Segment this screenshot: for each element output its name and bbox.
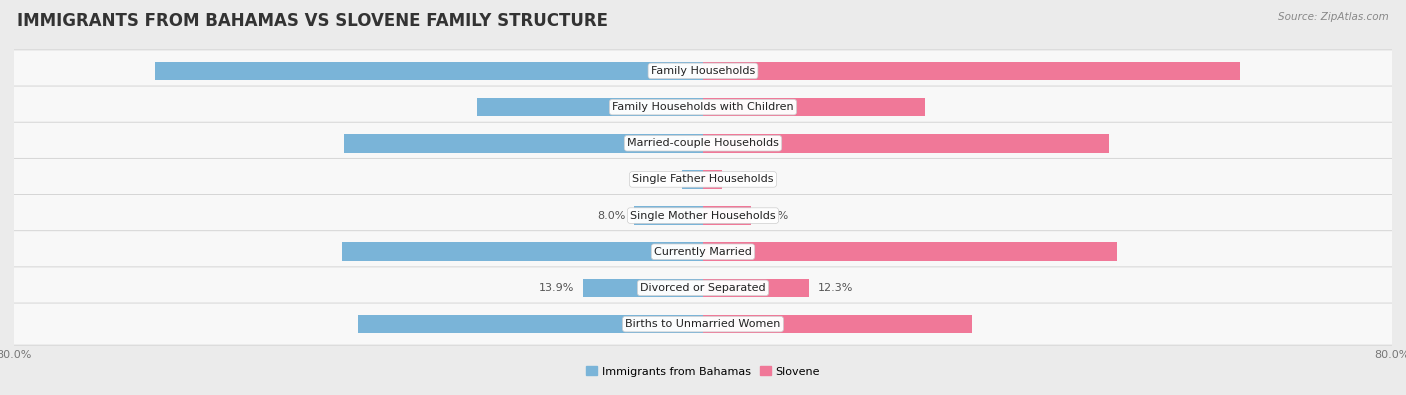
Bar — [703, 62, 1240, 80]
Text: 31.2%: 31.2% — [681, 319, 716, 329]
Text: 62.4%: 62.4% — [681, 66, 716, 76]
Text: 13.9%: 13.9% — [540, 283, 575, 293]
Bar — [703, 278, 808, 297]
Text: 40.1%: 40.1% — [690, 319, 725, 329]
Bar — [703, 98, 925, 117]
Text: 48.1%: 48.1% — [681, 247, 716, 257]
Bar — [703, 206, 751, 225]
FancyBboxPatch shape — [10, 231, 1396, 273]
Text: Source: ZipAtlas.com: Source: ZipAtlas.com — [1278, 12, 1389, 22]
Text: Married-couple Households: Married-couple Households — [627, 138, 779, 148]
Text: 41.9%: 41.9% — [690, 247, 725, 257]
Text: Births to Unmarried Women: Births to Unmarried Women — [626, 319, 780, 329]
Bar — [155, 62, 703, 80]
Text: 25.8%: 25.8% — [681, 102, 716, 112]
Text: Divorced or Separated: Divorced or Separated — [640, 283, 766, 293]
Text: Currently Married: Currently Married — [654, 247, 752, 257]
Bar — [342, 243, 703, 261]
Text: 12.3%: 12.3% — [817, 283, 853, 293]
Text: 47.1%: 47.1% — [681, 138, 716, 148]
Text: IMMIGRANTS FROM BAHAMAS VS SLOVENE FAMILY STRUCTURE: IMMIGRANTS FROM BAHAMAS VS SLOVENE FAMIL… — [17, 12, 607, 30]
Text: 26.3%: 26.3% — [690, 102, 725, 112]
Text: 41.7%: 41.7% — [690, 138, 725, 148]
FancyBboxPatch shape — [10, 158, 1396, 200]
Bar — [703, 134, 1108, 152]
FancyBboxPatch shape — [10, 86, 1396, 128]
FancyBboxPatch shape — [10, 195, 1396, 237]
Bar — [703, 315, 972, 333]
Text: Single Father Households: Single Father Households — [633, 175, 773, 184]
Bar — [344, 134, 703, 152]
Text: 5.6%: 5.6% — [759, 211, 789, 220]
Legend: Immigrants from Bahamas, Slovene: Immigrants from Bahamas, Slovene — [582, 362, 824, 381]
Text: 63.6%: 63.6% — [690, 66, 725, 76]
Text: Family Households: Family Households — [651, 66, 755, 76]
Text: 8.0%: 8.0% — [598, 211, 626, 220]
Text: 2.2%: 2.2% — [731, 175, 759, 184]
Text: Single Mother Households: Single Mother Households — [630, 211, 776, 220]
FancyBboxPatch shape — [10, 122, 1396, 164]
Bar — [682, 170, 703, 189]
FancyBboxPatch shape — [10, 267, 1396, 309]
Bar — [357, 315, 703, 333]
Bar — [634, 206, 703, 225]
Bar — [477, 98, 703, 117]
Text: 2.4%: 2.4% — [645, 175, 673, 184]
FancyBboxPatch shape — [10, 50, 1396, 92]
Bar — [703, 170, 721, 189]
FancyBboxPatch shape — [10, 303, 1396, 345]
Bar — [583, 278, 703, 297]
Bar — [703, 243, 1118, 261]
Text: Family Households with Children: Family Households with Children — [612, 102, 794, 112]
